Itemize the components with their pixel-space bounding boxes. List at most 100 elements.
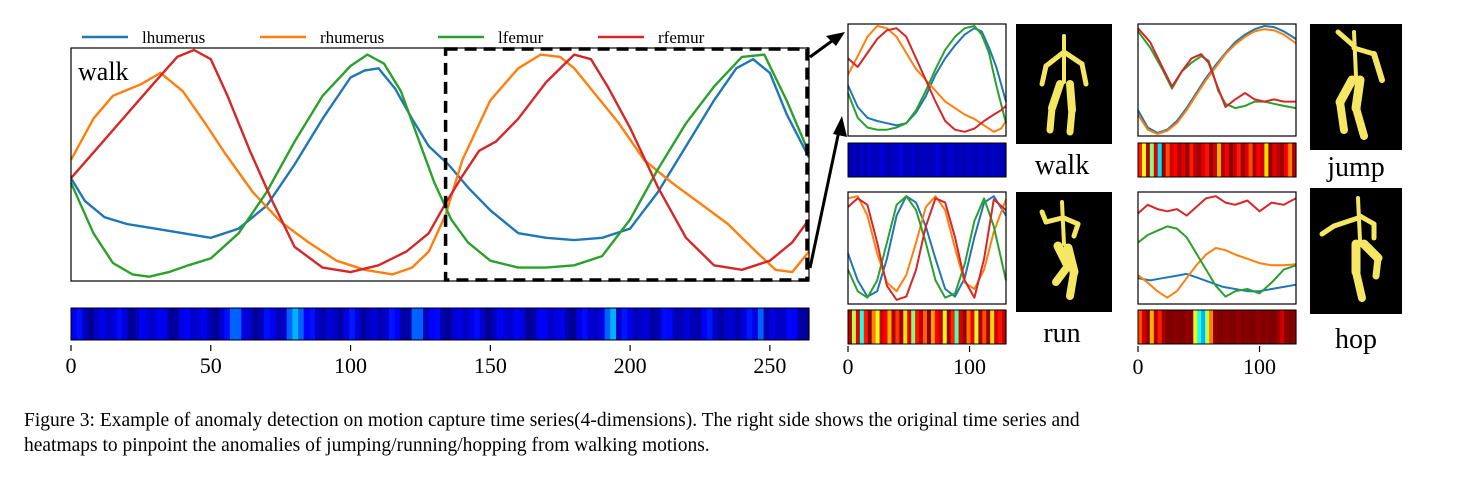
walk-heat-cell: [116, 308, 123, 340]
run-heat-cell: [986, 310, 991, 344]
walk-heat-cell: [303, 308, 311, 340]
jump-heat-cell: [1209, 143, 1214, 177]
skeleton-walk-icon: [1016, 24, 1112, 144]
walk-zoom-heat-cell: [855, 143, 861, 177]
walk-zoom-region-box: [443, 47, 809, 282]
walk-zoom-heat-cell: [950, 143, 956, 177]
hop-heat-cell: [1272, 310, 1277, 344]
hop-heat-cell: [1252, 310, 1258, 344]
jump-heat-cell: [1161, 143, 1167, 177]
walk-heat-cell: [417, 308, 424, 340]
jump-heat-cell: [1145, 143, 1151, 177]
walk-heat-cell: [190, 308, 197, 340]
walk-heat-cell: [133, 308, 140, 340]
walk-heat-cell: [167, 308, 174, 340]
walk-heat-cell: [82, 308, 89, 340]
walk-heat-cell: [593, 308, 600, 340]
hop-heat-frame: [1137, 309, 1297, 345]
jump-heat-cell: [1153, 143, 1159, 177]
walk-heat-cell: [139, 308, 146, 340]
jump-heat-cell: [1149, 143, 1155, 177]
jump-heat-cell: [1181, 143, 1186, 177]
jump-heatmap: [1137, 142, 1297, 178]
jump-heat-cell: [1185, 143, 1190, 177]
walk-heat-cell: [127, 308, 135, 340]
walk-zoom-heat-cell: [962, 143, 968, 177]
walk-heat-cell: [309, 308, 316, 340]
walk-heat-cell: [99, 308, 106, 340]
run-heat-cell: [946, 310, 952, 344]
run-x-axis: 0 100: [843, 346, 986, 379]
run-heat-cell: [927, 310, 932, 344]
jump-heat-cell: [1193, 143, 1198, 177]
jump-line-panel: [1137, 23, 1297, 137]
hop-heat-cell: [1264, 310, 1269, 344]
hop-heat-cell: [1260, 310, 1265, 344]
hop-heat-cell: [1161, 310, 1167, 344]
walk-heat-frame: [70, 307, 810, 341]
walk-series-lhumerus: [69, 58, 811, 242]
hop-heat-cell: [1276, 310, 1281, 344]
hop-heat-cell: [1153, 310, 1159, 344]
hop-heat-cell: [1236, 310, 1242, 344]
walk-zoom-heat-cell: [848, 143, 853, 177]
run-heat-cell: [950, 310, 956, 344]
walk-heat-cell: [513, 308, 521, 340]
walk-heat-cell: [650, 308, 657, 340]
walk-zoom-heat-cell: [863, 143, 869, 177]
jump-heat-cell: [1213, 143, 1218, 177]
jump-heat-cell: [1236, 143, 1242, 177]
walk-heat-cell: [786, 308, 793, 340]
walk-zoom-heat-cell: [982, 143, 987, 177]
walk-zoom-heat-cell: [966, 143, 972, 177]
walk-heat-cell: [383, 308, 390, 340]
jump-heat-cell: [1138, 143, 1143, 177]
walk-heat-cell: [502, 308, 509, 340]
walk-heat-cell: [440, 308, 447, 340]
walk-heat-cell: [110, 308, 118, 340]
run-heatmap: [847, 309, 1007, 345]
jump-heat-cell: [1165, 143, 1171, 177]
walk-heat-cell: [474, 308, 481, 340]
run-heat-cell: [895, 310, 900, 344]
walk-zoom-series-rfemur: [847, 27, 1007, 133]
walk-heat-cell: [93, 308, 100, 340]
walk-heat-cell: [275, 308, 282, 340]
hop-heat-cell: [1157, 310, 1163, 344]
walk-heat-cell: [349, 308, 356, 340]
jump-heat-cell: [1244, 143, 1250, 177]
jump-heat-cell: [1205, 143, 1210, 177]
run-heat-cell: [958, 310, 964, 344]
walk-heat-cell: [264, 308, 271, 340]
walk-zoom-heat-cell: [938, 143, 944, 177]
walk-zoom-heat-cell: [923, 143, 928, 177]
hop-x-axis: 0 100: [1133, 346, 1276, 379]
walk-heat-cell: [434, 308, 441, 340]
run-heat-cell: [990, 310, 995, 344]
walk-tick-label: 150: [474, 353, 507, 378]
hop-heat-cell: [1165, 310, 1171, 344]
jump-heat-cell: [1157, 143, 1163, 177]
walk-zoom-heat-cell: [946, 143, 952, 177]
hop-heat-cell: [1244, 310, 1250, 344]
walk-heat-cell: [655, 308, 662, 340]
walk-heat-cell: [627, 308, 634, 340]
walk-heat-cell: [723, 308, 731, 340]
hop-heat-cell: [1193, 310, 1198, 344]
run-plot-frame: [847, 191, 1007, 305]
walk-heat-cell: [156, 308, 163, 340]
walk-zoom-heat-cell: [942, 143, 948, 177]
walk-zoom-plot-frame: [847, 23, 1007, 137]
walk-heat-cell: [763, 308, 770, 340]
hop-heat-cell: [1185, 310, 1190, 344]
run-tick-label: 100: [953, 354, 986, 379]
walk-heat-cell: [508, 308, 515, 340]
hop-heat-cell: [1149, 310, 1155, 344]
hop-series-rfemur: [1137, 195, 1297, 217]
walk-series-lfemur: [69, 53, 811, 278]
hop-heat-cell: [1181, 310, 1186, 344]
walk-heat-cell: [400, 308, 407, 340]
walk-heat-cell: [610, 308, 617, 340]
walk-heat-cell: [491, 308, 498, 340]
jump-heat-cell: [1276, 143, 1281, 177]
